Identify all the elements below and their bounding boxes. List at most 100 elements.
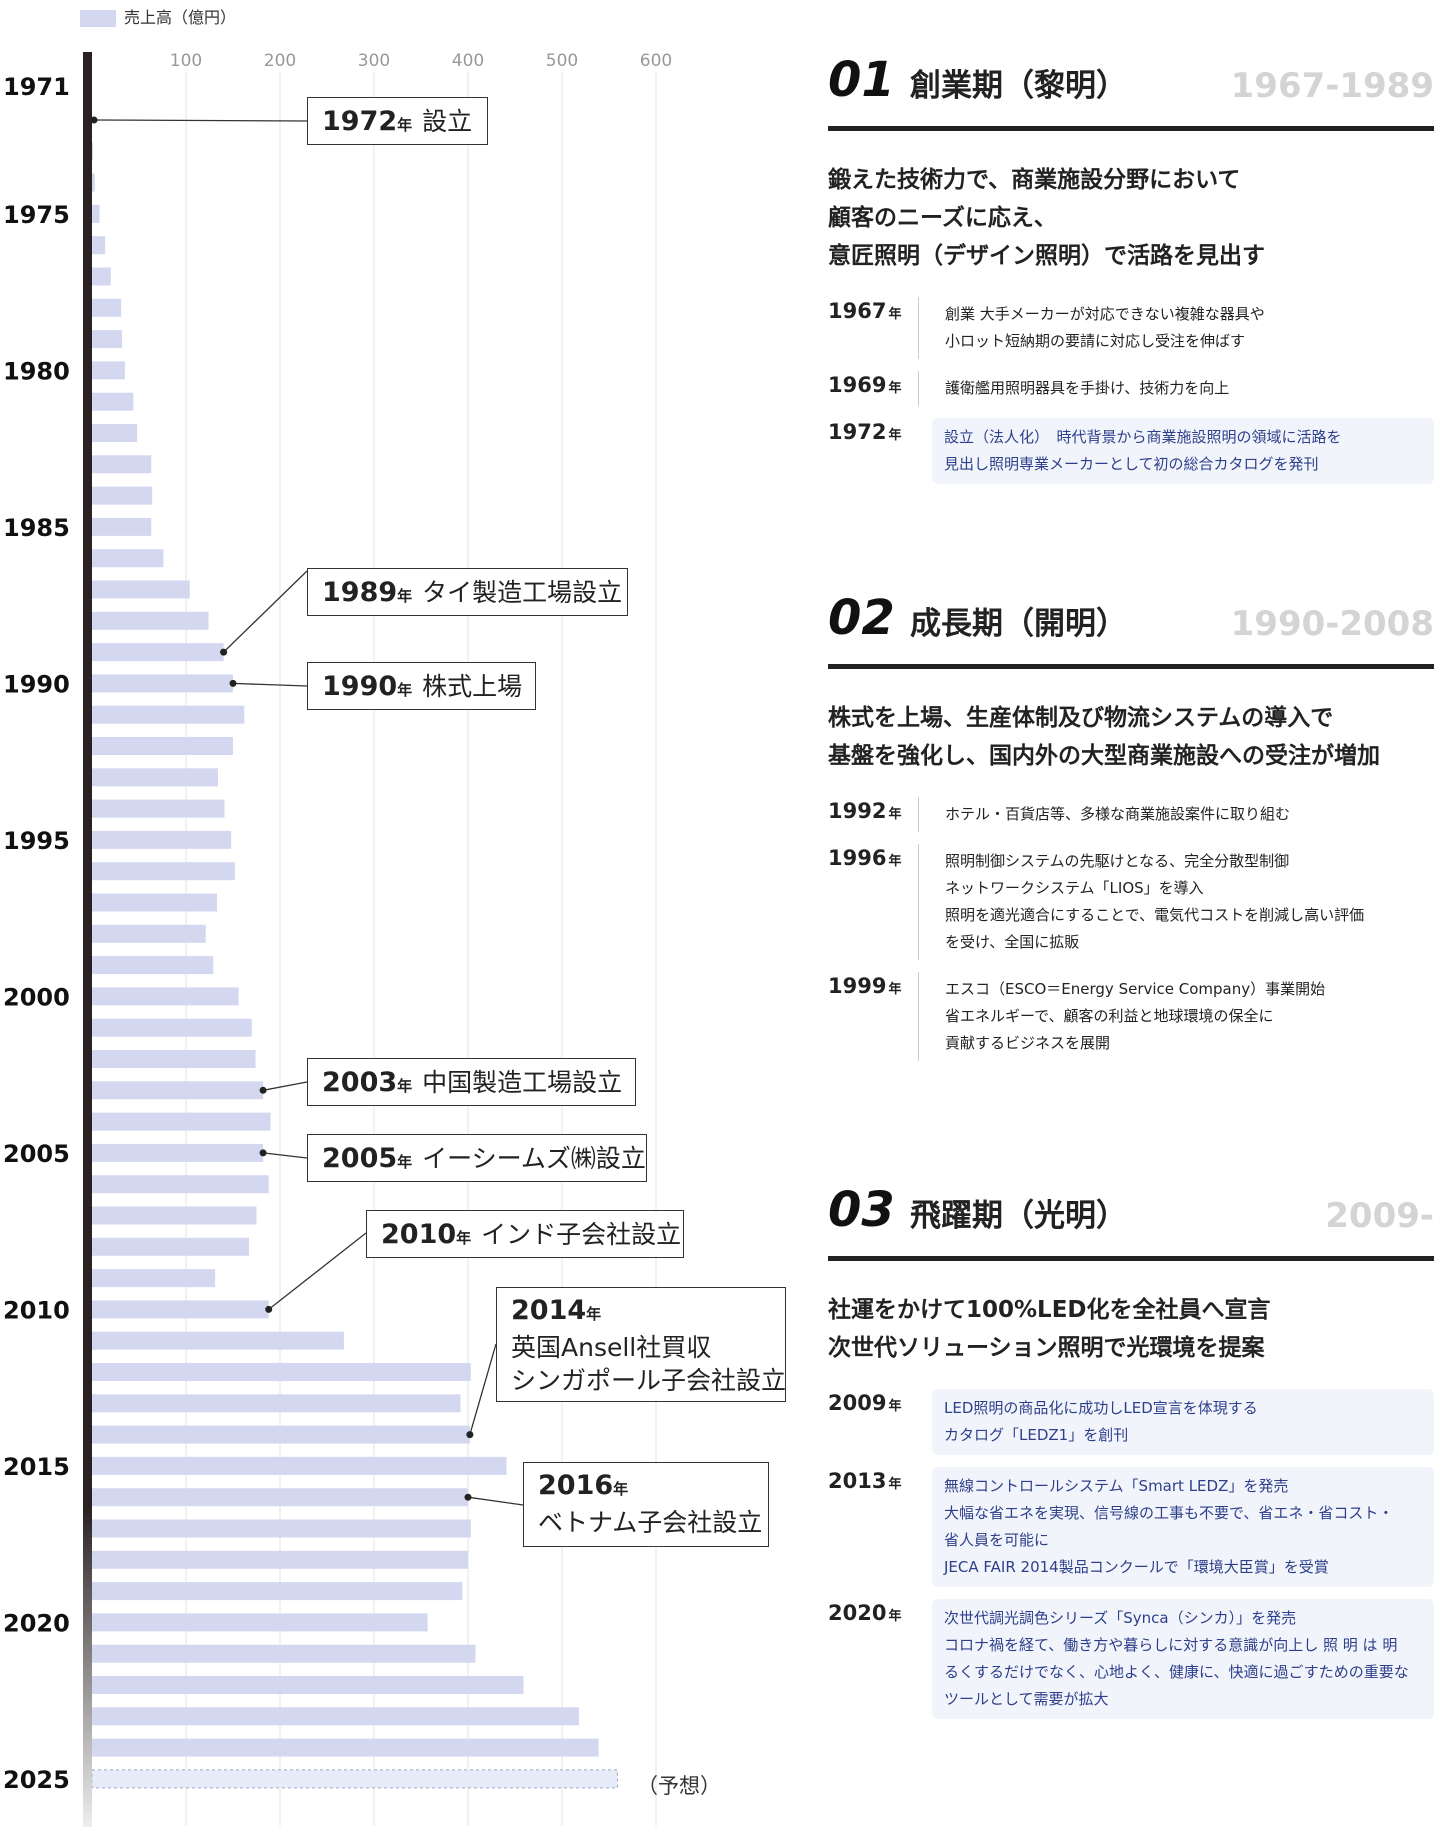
bar-1978: [92, 298, 122, 317]
chart-axis-bar: [83, 52, 92, 1827]
bar-1994: [92, 799, 225, 818]
year-label-1975: 1975: [3, 201, 70, 229]
leader-dot-1972: [90, 116, 98, 124]
bar-1992: [92, 737, 233, 755]
leader-line-2003: [262, 1081, 308, 1091]
era-number: 02: [828, 590, 895, 646]
callout-1989: 1989年 タイ製造工場設立: [307, 568, 628, 616]
leader-line-1989: [223, 570, 308, 653]
bar-2001: [92, 1018, 252, 1037]
leader-line-2014: [469, 1343, 497, 1435]
era-01: 01 創業期（黎明） 1967-1989 鍛えた技術力で、商業施設分野において顧…: [828, 52, 1434, 496]
bar-1999: [92, 956, 214, 975]
leader-dot-1990: [229, 679, 237, 687]
year-label-1980: 1980: [3, 357, 70, 385]
era-lead: 鍛えた技術力で、商業施設分野において 顧客のニーズに応え、 意匠照明（デザイン照明）…: [828, 167, 1265, 269]
era-range: 1967-1989: [1230, 66, 1434, 106]
bar-2007: [92, 1206, 257, 1225]
bar-2003: [92, 1081, 264, 1100]
bar-1974: [92, 173, 95, 192]
x-tick-label: 300: [358, 51, 390, 71]
bar-2004: [92, 1112, 271, 1131]
leader-dot-2003: [259, 1086, 267, 1094]
era-title: 成長期（開明）: [910, 606, 1127, 642]
bar-1998: [92, 924, 206, 943]
era-02: 02 成長期（開明） 1990-2008 株式を上場、生産体制及び物流システムの…: [828, 590, 1434, 1073]
year-label-2005: 2005: [3, 1140, 70, 1168]
forecast-label: （予想）: [637, 1774, 721, 1798]
bar-2008: [92, 1237, 249, 1256]
bar-1981: [92, 392, 134, 411]
era-title: 創業期（黎明）: [910, 68, 1127, 104]
bar-2017: [92, 1519, 471, 1538]
bar-2002: [92, 1050, 256, 1068]
event-1967: 1967 年 創業 大手メーカーが対応できない複雑な器具や 小ロット短納期の要請に対…: [828, 297, 1434, 359]
year-label-1985: 1985: [3, 514, 70, 542]
x-tick-label: 400: [452, 51, 484, 71]
year-label-2020: 2020: [3, 1609, 70, 1637]
bar-2019: [92, 1582, 463, 1601]
era-lead: 株式を上場、生産体制及び物流システムの導入で 基盤を強化し、国内外の大型商業施設へ…: [828, 705, 1380, 769]
year-label-1995: 1995: [3, 827, 70, 855]
bar-2014: [92, 1425, 470, 1444]
event-2009: 2009 年 LED照明の商品化に成功しLED宣言を体現する カタログ「LEDZ1」…: [828, 1389, 1434, 1455]
bar-1990: [92, 674, 233, 693]
bar-2020: [92, 1613, 428, 1632]
bar-2011: [92, 1331, 344, 1350]
leader-dot-1989: [220, 648, 228, 656]
bar-1989: [92, 643, 224, 662]
bar-2024: [92, 1738, 599, 1757]
callout-2016: 2016年 ベトナム子会社設立: [523, 1462, 769, 1547]
bar-2010: [92, 1300, 269, 1319]
bar-2000: [92, 987, 239, 1006]
callout-2014: 2014年 英国Ansell社買収 シンガポール子会社設立: [496, 1287, 786, 1402]
callout-1990: 1990年 株式上場: [307, 662, 536, 710]
event-1999: 1999 年 エスコ（ESCO＝Energy Service Company）事業…: [828, 972, 1434, 1061]
callout-2003: 2003年 中国製造工場設立: [307, 1058, 636, 1106]
event-2013: 2013 年 無線コントロールシステム「Smart LEDZ」を発売 大幅な省エネを…: [828, 1467, 1434, 1587]
leader-line-2010: [268, 1232, 367, 1310]
bar-1988: [92, 611, 209, 630]
bar-1987: [92, 580, 190, 599]
bar-2009: [92, 1269, 216, 1288]
event-1972: 1972 年 設立（法人化） 時代背景から商業施設照明の領域に活路を 見出し照明専業…: [828, 418, 1434, 484]
bar-1973: [92, 142, 93, 161]
chart-legend: 売上高（億円）: [80, 4, 236, 28]
x-tick-label: 600: [640, 51, 672, 71]
bar-1982: [92, 424, 138, 442]
event-1992: 1992 年 ホテル・百貨店等、多様な商業施設案件に取り組む: [828, 797, 1434, 832]
bar-1997: [92, 893, 218, 912]
bar-2006: [92, 1175, 269, 1194]
bar-1995: [92, 830, 232, 849]
callout-1972: 1972年 設立: [307, 97, 488, 145]
legend-swatch: [80, 10, 116, 27]
sales-bar-chart: 100 200 300 400 500 600 1971 1975 1980 1985 1990 1…: [3, 51, 672, 1827]
bar-1977: [92, 267, 111, 286]
era-range: 1990-2008: [1230, 604, 1434, 644]
bar-1976: [92, 236, 106, 255]
bar-1996: [92, 862, 235, 881]
bar-2015: [92, 1456, 507, 1475]
callout-2010: 2010年 インド子会社設立: [366, 1210, 684, 1258]
era-03: 03 飛躍期（光明） 2009- 社運をかけて100%LED化を全社員へ宣言 次世…: [828, 1182, 1434, 1731]
era-number: 03: [828, 1182, 895, 1238]
bar-2012: [92, 1363, 471, 1381]
bar-2022: [92, 1676, 524, 1694]
bar-1979: [92, 330, 123, 349]
bar-2018: [92, 1550, 468, 1569]
bar-1983: [92, 455, 152, 474]
event-1969: 1969 年 護衛艦用照明器具を手掛け、技術力を向上: [828, 371, 1434, 406]
year-label-2010: 2010: [3, 1296, 70, 1324]
year-label-1990: 1990: [3, 670, 70, 698]
bar-2023: [92, 1707, 579, 1726]
year-label-1971: 1971: [3, 73, 70, 101]
leader-dot-2016: [464, 1493, 472, 1501]
x-tick-label: 500: [546, 51, 578, 71]
leader-dot-2005: [259, 1149, 267, 1157]
bar-1984: [92, 486, 153, 505]
bar-2021: [92, 1644, 476, 1663]
leader-line-1972: [93, 119, 308, 122]
bar-2025: [91, 1769, 618, 1789]
era-lead: 社運をかけて100%LED化を全社員へ宣言 次世代ソリューション照明で光環境を提案: [828, 1297, 1271, 1361]
callout-2005: 2005年 イーシームズ㈱設立: [307, 1134, 647, 1182]
